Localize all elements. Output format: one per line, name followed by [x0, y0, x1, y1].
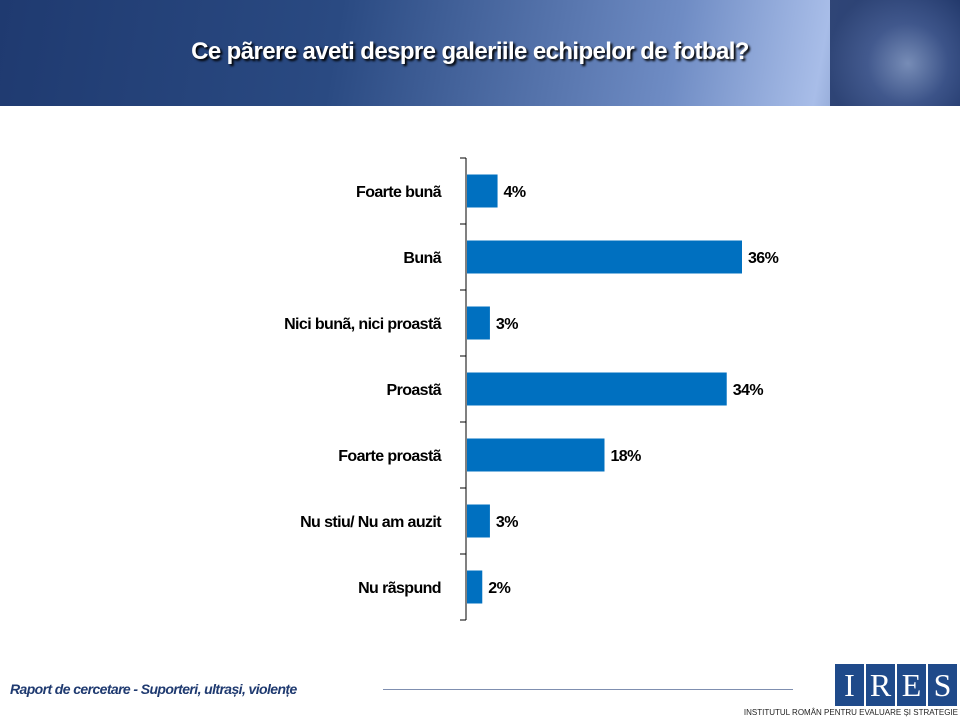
bar [467, 306, 490, 340]
logo-letter: S [928, 664, 957, 706]
category-label: Foarte bunã [356, 184, 442, 201]
bar [467, 372, 727, 406]
bar [467, 504, 490, 538]
logo-letter: E [897, 664, 926, 706]
category-label: Proastã [387, 382, 442, 399]
category-label: Nu rãspund [358, 580, 441, 597]
megaphone-photo [830, 0, 960, 106]
data-label: 4% [504, 184, 526, 201]
category-label: Bunã [403, 250, 441, 267]
logo-subtitle: INSTITUTUL ROMÂN PENTRU EVALUARE ȘI STRA… [743, 708, 958, 717]
category-label: Nici bunã, nici proastã [284, 316, 442, 333]
logo-letter: R [866, 664, 895, 706]
data-label: 34% [733, 382, 764, 399]
data-label: 2% [488, 580, 510, 597]
ires-logo: I R E S [835, 664, 957, 706]
category-label: Foarte proastã [338, 448, 441, 465]
data-label: 3% [496, 316, 518, 333]
bar [467, 438, 605, 472]
page-title: Ce pãrere aveti despre galeriile echipel… [191, 38, 749, 65]
bar [467, 240, 742, 274]
category-label: Nu stiu/ Nu am auzit [300, 514, 442, 531]
footer-divider [383, 689, 793, 690]
footer-report-title: Raport de cercetare - Suporteri, ultrași… [10, 681, 297, 697]
bar [467, 174, 498, 208]
data-label: 3% [496, 514, 518, 531]
data-label: 18% [611, 448, 642, 465]
header-banner: Ce pãrere aveti despre galeriile echipel… [0, 0, 960, 106]
bar [467, 570, 483, 604]
logo-letter: I [835, 664, 864, 706]
data-label: 36% [748, 250, 779, 267]
